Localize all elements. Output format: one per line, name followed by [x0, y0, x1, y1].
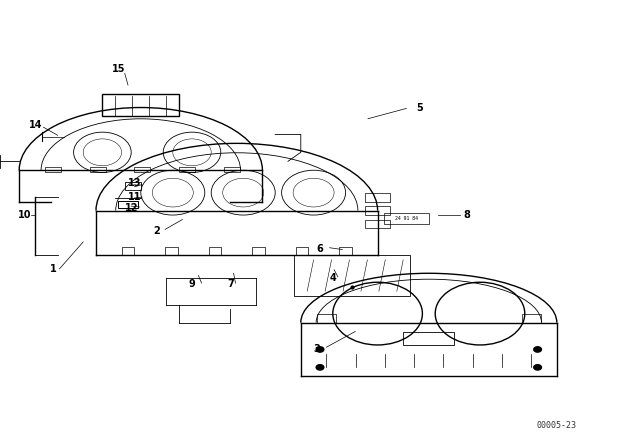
Text: 12: 12 [124, 203, 138, 213]
Bar [122, 247, 134, 255]
Bar [365, 220, 390, 228]
Bar [45, 167, 61, 172]
Bar [522, 314, 541, 323]
Bar [165, 247, 178, 255]
Bar [317, 314, 336, 323]
Bar [125, 182, 141, 190]
Text: 24 91 84: 24 91 84 [395, 215, 418, 221]
Bar [384, 213, 429, 224]
Bar [179, 167, 195, 172]
Text: 2: 2 [154, 226, 160, 236]
Bar [90, 167, 106, 172]
Text: 5: 5 [416, 103, 422, 112]
Text: 11: 11 [127, 192, 141, 202]
Circle shape [534, 365, 541, 370]
Bar [296, 247, 308, 255]
Circle shape [316, 347, 324, 352]
Bar [365, 206, 390, 215]
Text: 4: 4 [330, 273, 336, 283]
Text: 7: 7 [227, 280, 234, 289]
Circle shape [534, 347, 541, 352]
Text: 9: 9 [189, 280, 195, 289]
Bar [252, 247, 265, 255]
Text: 10: 10 [17, 210, 31, 220]
Text: 13: 13 [127, 178, 141, 188]
Bar [209, 247, 221, 255]
Text: 3: 3 [314, 345, 320, 354]
Bar [134, 167, 150, 172]
Bar [403, 332, 454, 345]
Bar [365, 193, 390, 202]
Text: 15: 15 [111, 65, 125, 74]
Bar [118, 201, 138, 208]
Bar [224, 167, 240, 172]
Text: 1: 1 [50, 264, 56, 274]
Bar [294, 255, 410, 296]
Bar [339, 247, 352, 255]
Text: 14: 14 [28, 121, 42, 130]
Text: 6: 6 [317, 244, 323, 254]
Text: 8: 8 [464, 210, 470, 220]
Text: 00005-23: 00005-23 [537, 421, 577, 430]
Bar [102, 94, 179, 116]
Circle shape [316, 365, 324, 370]
